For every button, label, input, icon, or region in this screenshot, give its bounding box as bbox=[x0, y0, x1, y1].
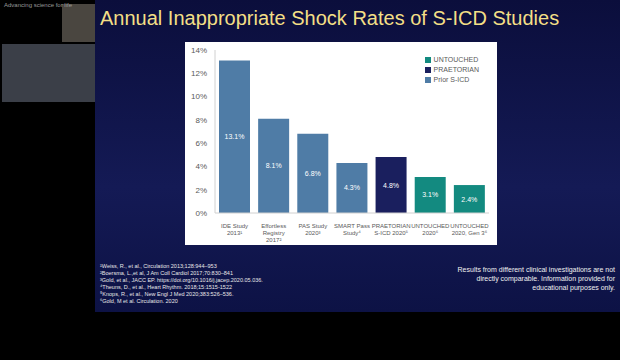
svg-text:2.4%: 2.4% bbox=[461, 196, 477, 203]
svg-text:14%: 14% bbox=[191, 46, 207, 55]
svg-text:6%: 6% bbox=[195, 139, 207, 148]
html-text:Results from different clinica: Results from different clinical investig… bbox=[457, 266, 615, 291]
html-text:²Boersma, L.,et al, J Am Coll: ²Boersma, L.,et al, J Am Coll Cardiol 20… bbox=[100, 270, 233, 276]
svg-text:PAS Study2020³: PAS Study2020³ bbox=[299, 223, 328, 236]
html-text:⁵Knops, R., et al., New Engl J: ⁵Knops, R., et al., New Engl J Med 2020;… bbox=[100, 291, 234, 297]
html-text:Prior S-ICD: Prior S-ICD bbox=[433, 76, 470, 83]
svg-text:3.1%: 3.1% bbox=[422, 191, 438, 198]
svg-text:SMART PassStudy⁴: SMART PassStudy⁴ bbox=[334, 223, 370, 236]
svg-text:UNTOUCHED2020, Gen 3⁶: UNTOUCHED2020, Gen 3⁶ bbox=[450, 223, 489, 236]
svg-text:PRAETORIANS-ICD 2020⁵: PRAETORIANS-ICD 2020⁵ bbox=[372, 223, 411, 236]
svg-text:6.8%: 6.8% bbox=[305, 170, 321, 177]
html-text:⁴Theuns, D., et al., Heart Rhy: ⁴Theuns, D., et al., Heart Rhythm. 2018;… bbox=[100, 284, 232, 290]
html-text:UNTOUCHED: UNTOUCHED bbox=[433, 56, 479, 63]
svg-text:4%: 4% bbox=[195, 162, 207, 171]
html-text:Annual Inappropriate Shock Rat: Annual Inappropriate Shock Rates of S-IC… bbox=[100, 7, 560, 29]
svg-text:8%: 8% bbox=[195, 116, 207, 125]
svg-text:0%: 0% bbox=[195, 209, 207, 218]
html-text:Advancing science for life: Advancing science for life bbox=[4, 2, 72, 8]
svg-text:IDE Study2013¹: IDE Study2013¹ bbox=[221, 223, 248, 236]
svg-text:12%: 12% bbox=[191, 69, 207, 78]
svg-text:EffortlessRegistry2017²: EffortlessRegistry2017² bbox=[261, 223, 286, 243]
html-text:¹Weiss, R., et al., Circulatio: ¹Weiss, R., et al., Circulation 2013;128… bbox=[100, 263, 217, 269]
svg-text:8.1%: 8.1% bbox=[266, 162, 282, 169]
svg-text:10%: 10% bbox=[191, 92, 207, 101]
html-text:⁶Gold, M et al. Circulation. 2: ⁶Gold, M et al. Circulation. 2020 bbox=[100, 298, 178, 304]
svg-text:4.3%: 4.3% bbox=[344, 184, 360, 191]
svg-text:UNTOUCHED2020⁶: UNTOUCHED2020⁶ bbox=[411, 223, 450, 236]
svg-text:13.1%: 13.1% bbox=[225, 133, 245, 140]
svg-text:2%: 2% bbox=[195, 186, 207, 195]
svg-text:4.8%: 4.8% bbox=[383, 182, 399, 189]
html-text:³Gold, et al., JACC EP. https:: ³Gold, et al., JACC EP. https://doi.org/… bbox=[100, 277, 263, 283]
html-text:PRAETORIAN: PRAETORIAN bbox=[433, 66, 479, 73]
